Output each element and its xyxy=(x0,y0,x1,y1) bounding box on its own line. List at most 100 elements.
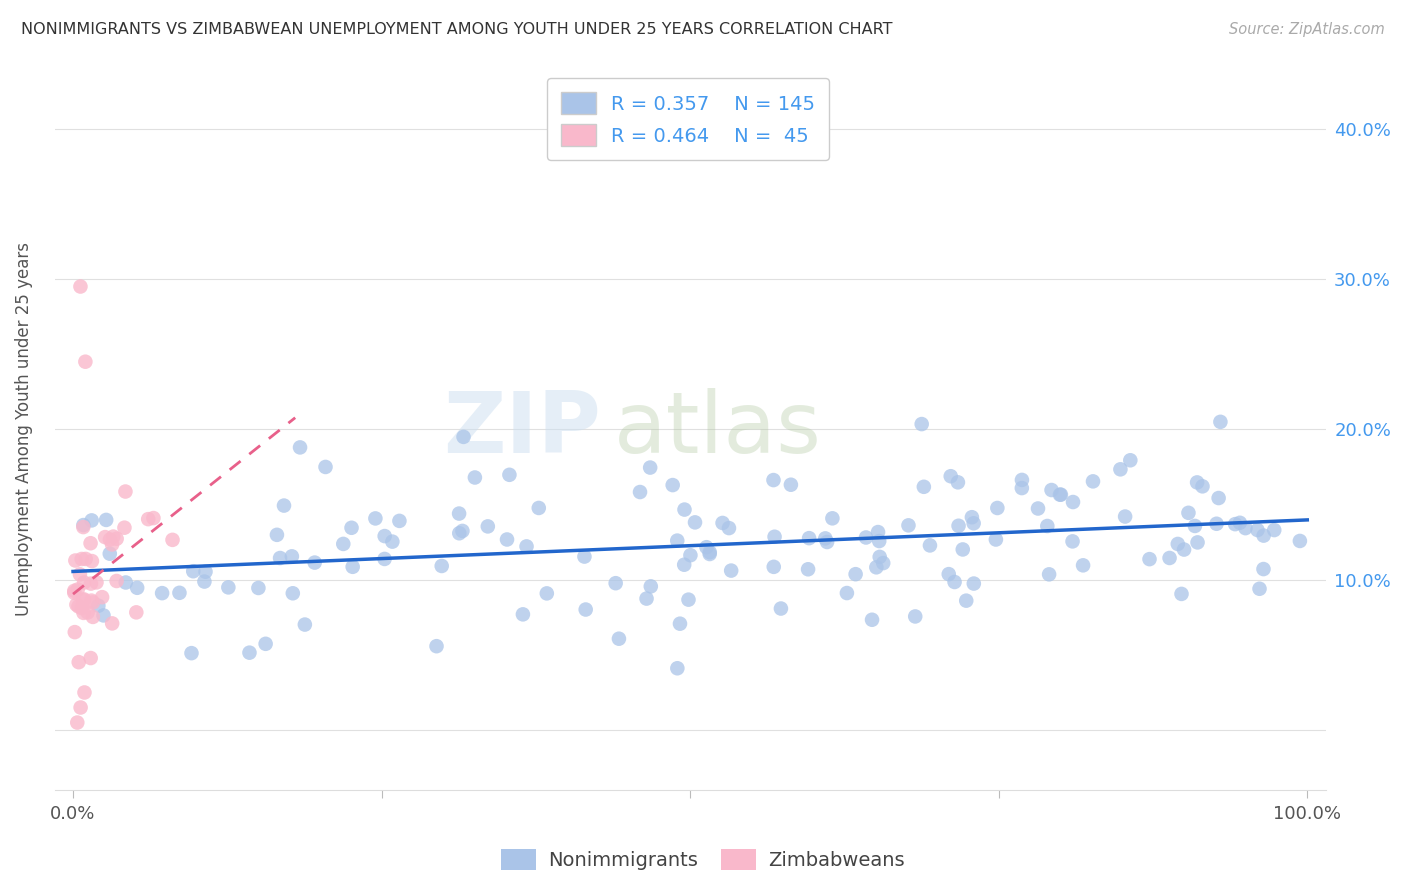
Point xyxy=(666,533,689,548)
Point xyxy=(769,601,792,615)
Point xyxy=(76,606,98,620)
Point xyxy=(1119,453,1142,467)
Point xyxy=(1071,558,1094,573)
Point xyxy=(125,605,148,619)
Point xyxy=(1011,473,1033,487)
Point xyxy=(69,279,91,293)
Point xyxy=(1223,517,1246,532)
Point xyxy=(866,524,889,539)
Text: ZIP: ZIP xyxy=(443,388,602,471)
Point xyxy=(699,545,721,559)
Point xyxy=(1246,523,1268,537)
Point xyxy=(1187,535,1209,549)
Point xyxy=(640,579,662,593)
Point xyxy=(1159,551,1181,566)
Point xyxy=(1253,528,1275,542)
Point xyxy=(678,592,700,607)
Point xyxy=(605,576,627,591)
Point xyxy=(70,552,93,566)
Point xyxy=(717,521,740,535)
Point xyxy=(332,537,354,551)
Point xyxy=(762,559,785,574)
Text: Source: ZipAtlas.com: Source: ZipAtlas.com xyxy=(1229,22,1385,37)
Point xyxy=(73,685,96,699)
Point xyxy=(607,632,630,646)
Point xyxy=(67,599,90,614)
Point xyxy=(217,580,239,594)
Point xyxy=(699,547,721,561)
Point xyxy=(82,610,104,624)
Point xyxy=(66,715,89,730)
Point xyxy=(477,519,499,533)
Point xyxy=(238,646,260,660)
Point xyxy=(1208,491,1230,505)
Point xyxy=(86,575,108,590)
Point xyxy=(1049,488,1071,502)
Point xyxy=(666,661,689,675)
Point xyxy=(963,576,986,591)
Point xyxy=(1011,481,1033,495)
Point xyxy=(865,560,887,574)
Point xyxy=(869,549,891,564)
Point xyxy=(1139,552,1161,566)
Point xyxy=(872,556,894,570)
Point xyxy=(762,473,785,487)
Point xyxy=(101,616,124,631)
Point xyxy=(946,475,969,490)
Point xyxy=(98,533,121,547)
Point xyxy=(193,574,215,589)
Point xyxy=(1167,537,1189,551)
Point xyxy=(381,534,404,549)
Point xyxy=(425,639,447,653)
Point xyxy=(374,529,396,543)
Point xyxy=(79,536,101,550)
Point xyxy=(194,565,217,579)
Point xyxy=(679,548,702,562)
Point xyxy=(1209,415,1232,429)
Point xyxy=(180,646,202,660)
Point xyxy=(673,558,696,572)
Point xyxy=(695,540,717,554)
Point xyxy=(683,516,706,530)
Point xyxy=(80,576,103,591)
Point xyxy=(66,582,89,597)
Point xyxy=(105,574,128,588)
Point xyxy=(918,538,941,552)
Point xyxy=(75,354,97,368)
Point xyxy=(105,532,128,546)
Point xyxy=(142,511,165,525)
Point xyxy=(1234,521,1257,535)
Point xyxy=(266,528,288,542)
Point xyxy=(72,593,94,607)
Point xyxy=(1185,475,1208,490)
Point xyxy=(496,533,519,547)
Point xyxy=(87,599,110,613)
Point xyxy=(65,553,87,567)
Point xyxy=(80,554,103,568)
Point xyxy=(1177,506,1199,520)
Point xyxy=(364,511,387,525)
Point xyxy=(63,586,86,600)
Point xyxy=(1026,501,1049,516)
Point xyxy=(388,514,411,528)
Point xyxy=(868,534,890,549)
Point xyxy=(628,485,651,500)
Point xyxy=(1040,483,1063,497)
Point xyxy=(1191,479,1213,493)
Point xyxy=(114,521,136,535)
Point xyxy=(72,518,94,533)
Point xyxy=(181,564,204,578)
Point xyxy=(574,549,596,564)
Point xyxy=(69,700,91,714)
Point xyxy=(939,469,962,483)
Point xyxy=(273,499,295,513)
Point xyxy=(162,533,184,547)
Point xyxy=(75,552,97,566)
Point xyxy=(63,625,86,640)
Point xyxy=(67,655,90,669)
Point xyxy=(855,531,877,545)
Point xyxy=(70,601,93,615)
Point xyxy=(63,583,86,598)
Text: NONIMMIGRANTS VS ZIMBABWEAN UNEMPLOYMENT AMONG YOUTH UNDER 25 YEARS CORRELATION : NONIMMIGRANTS VS ZIMBABWEAN UNEMPLOYMENT… xyxy=(21,22,893,37)
Point xyxy=(835,586,858,600)
